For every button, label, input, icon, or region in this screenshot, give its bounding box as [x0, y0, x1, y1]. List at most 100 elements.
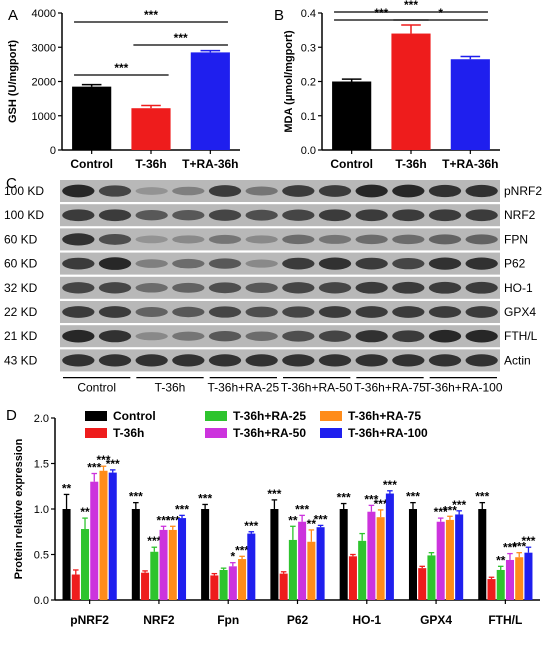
blot-band: [465, 306, 498, 318]
group-label: T-36h+RA-75: [354, 381, 426, 395]
bar-Control: [72, 86, 112, 150]
bar-T-36h-HO-1: [348, 556, 357, 600]
blot-band: [355, 306, 388, 318]
blot-band: [135, 259, 168, 268]
blot-band: [98, 209, 132, 222]
blot-band: [428, 209, 462, 222]
blot-band: [428, 354, 462, 367]
significance-label: ***: [198, 491, 212, 505]
blot-band: [282, 185, 315, 197]
y-tick-label: 0.0: [34, 595, 49, 607]
blot-band: [172, 186, 205, 196]
significance-label: ***: [174, 31, 188, 45]
legend-swatch-T-36h+RA-75: [320, 411, 342, 421]
significance-label: ***: [374, 6, 388, 20]
blot-band: [392, 257, 425, 270]
significance-label: **: [496, 553, 506, 567]
blot-band: [392, 209, 425, 222]
blot-band: [135, 354, 168, 367]
group-label: T-36h+RA-100: [424, 381, 503, 395]
blot-band: [172, 235, 205, 244]
bar-Control-FTH/L: [478, 509, 487, 600]
bar-Control: [332, 81, 372, 150]
blot-protein-label: pNRF2: [504, 184, 542, 198]
bar-Control-Fpn: [201, 509, 210, 600]
blot-band: [98, 282, 132, 294]
blot-band: [62, 184, 95, 198]
blot-band: [355, 184, 388, 198]
blot-band: [98, 233, 132, 245]
significance-label: ***: [157, 513, 171, 527]
significance-label: ***: [175, 502, 189, 516]
bar-T-36h+RA-50-pNRF2: [90, 481, 99, 600]
blot-kd-label: 22 KD: [4, 305, 38, 319]
legend-swatch-T-36h: [85, 428, 107, 438]
significance-label: ***: [475, 490, 489, 504]
significance-label: ***: [337, 491, 351, 505]
blot-band: [172, 306, 205, 318]
group-label: Control: [77, 381, 116, 395]
significance-label: ***: [443, 503, 457, 517]
x-tick-label: GPX4: [420, 613, 452, 627]
x-tick-label: FTH/L: [488, 613, 522, 627]
blot-band: [428, 257, 462, 270]
significance-label: ***: [244, 519, 258, 533]
blot-band: [98, 354, 132, 367]
blot-band: [62, 354, 95, 367]
legend-label: T-36h+RA-50: [233, 426, 306, 440]
bar-T-36h+RA-25-GPX4: [427, 555, 436, 600]
legend-swatch-T-36h+RA-25: [205, 411, 227, 421]
blot-band: [355, 354, 388, 367]
significance-label: ***: [521, 534, 535, 548]
blot-band: [172, 331, 205, 341]
blot-band: [428, 184, 462, 198]
legend-swatch-Control: [85, 411, 107, 421]
significance-label: ***: [106, 457, 120, 471]
y-tick-label: 2.0: [34, 413, 49, 425]
bar-T-36h+RA-75-FTH/L: [515, 557, 524, 600]
blot-band: [172, 354, 205, 367]
blot-band: [135, 210, 168, 221]
blot-band: [208, 354, 242, 367]
significance-label: **: [307, 517, 317, 531]
y-tick-label: 0.1: [301, 111, 316, 123]
x-tick-label: Fpn: [217, 613, 239, 627]
bar-T-36h+RA-75-NRF2: [168, 529, 177, 600]
blot-band: [245, 306, 278, 318]
blot-protein-label: NRF2: [504, 208, 536, 222]
blot-protein-label: FTH/L: [504, 329, 538, 343]
significance-label: **: [62, 481, 72, 495]
blot-band: [208, 306, 242, 318]
blot-band: [135, 187, 168, 195]
bar-T-36h+RA-50-NRF2: [159, 529, 168, 600]
blot-band: [172, 282, 205, 293]
significance-label: ***: [144, 8, 158, 22]
blot-band: [245, 186, 278, 196]
bar-T-36h+RA-25-pNRF2: [81, 529, 90, 600]
bar-T-36h+RA-50-FTH/L: [505, 559, 514, 600]
bar-T-36h-P62: [279, 573, 288, 600]
blot-band: [62, 233, 95, 246]
blot-band: [62, 257, 95, 270]
blot-band: [62, 329, 95, 343]
blot-protein-label: HO-1: [504, 281, 533, 295]
blot-kd-label: 60 KD: [4, 257, 38, 271]
chart-A: A 0 1000 2000 3000 4000 GSH (U/mgport) Control T…: [7, 7, 240, 171]
bar-T-36h+RA-25-HO-1: [358, 540, 367, 600]
blot-kd-label: 60 KD: [4, 232, 38, 246]
blot-kd-label: 32 KD: [4, 281, 38, 295]
significance-label: ***: [512, 540, 526, 554]
x-tick-label: P62: [287, 613, 309, 627]
bar-T+RA-36h: [190, 52, 230, 151]
blot-band: [98, 330, 132, 343]
y-axis-label: GSH (U/mgport): [7, 40, 19, 123]
blot-band: [208, 282, 242, 294]
bar-T-36h-pNRF2: [71, 574, 80, 600]
blot-band: [392, 281, 425, 294]
blot-band: [465, 234, 498, 245]
blot-band: [465, 257, 498, 270]
x-tick-label: T+RA-36h: [182, 157, 238, 171]
blot-band: [245, 235, 278, 244]
bar-T-36h+RA-25-FTH/L: [496, 569, 505, 600]
